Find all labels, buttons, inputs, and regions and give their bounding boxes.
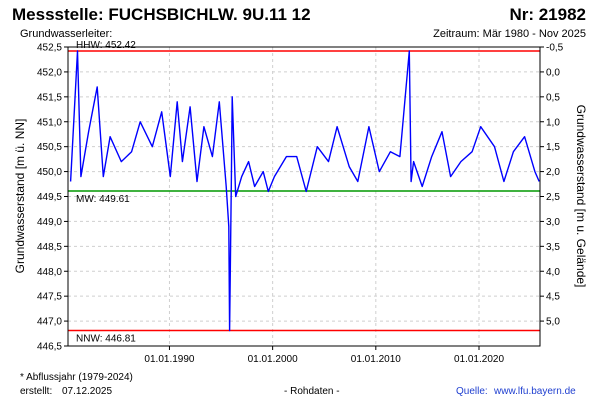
groundwater-series-line: [69, 50, 540, 332]
y-tick-label: 451,5: [37, 92, 62, 103]
y-tick-label: 447,0: [37, 317, 62, 328]
created-date: 07.12.2025: [62, 386, 113, 397]
page-title: Messstelle: FUCHSBICHLW. 9U.11 12: [12, 5, 311, 24]
x-tick-label: 01.01.2020: [454, 354, 504, 365]
y2-tick-label: 4,0: [546, 267, 560, 278]
y2-tick-label: 3,5: [546, 242, 560, 253]
footnote: * Abflussjahr (1979-2024): [20, 372, 133, 383]
x-ticks: 01.01.1990 01.01.2000 01.01.2010 01.01.2020: [144, 346, 504, 365]
data-kind-label: - Rohdaten -: [284, 386, 340, 397]
x-tick-label: 01.01.2010: [351, 354, 401, 365]
y-tick-label: 449,5: [37, 192, 62, 203]
created-label: erstellt:: [20, 386, 53, 397]
x-tick-label: 01.01.2000: [248, 354, 298, 365]
y-tick-label: 448,5: [37, 242, 62, 253]
reference-lines: HHW: 452.42 MW: 449.61 NNW: 446.81: [68, 40, 540, 345]
grid: [68, 46, 540, 347]
period-label: Zeitraum: Mär 1980 - Nov 2025: [433, 28, 586, 40]
y-tick-label: 451,0: [37, 117, 62, 128]
y2-tick-label: 1,0: [546, 117, 560, 128]
y2-ticks: -0,5 0,0 0,5 1,0 1,5 2,0 2,5 3,0 3,5 4,0 4,5 5,0: [540, 43, 564, 328]
reference-label: HHW: 452.42: [76, 40, 136, 51]
y-tick-label: 452,5: [37, 43, 62, 54]
y2-tick-label: 4,5: [546, 292, 560, 303]
y2-tick-label: 3,0: [546, 217, 560, 228]
y-tick-label: 449,0: [37, 217, 62, 228]
reference-label: MW: 449.61: [76, 194, 130, 205]
y-tick-label: 452,0: [37, 67, 62, 78]
y2-tick-label: 2,5: [546, 192, 560, 203]
y-tick-label: 450,0: [37, 167, 62, 178]
y2-tick-label: 0,0: [546, 67, 560, 78]
y2-axis-label: Grundwasserstand [m u. Gelände]: [574, 105, 588, 288]
y-axis-label: Grundwasserstand [m ü. NN]: [13, 119, 27, 274]
y-tick-label: 448,0: [37, 267, 62, 278]
reference-label: NNW: 446.81: [76, 334, 136, 345]
source-label: Quelle:: [456, 386, 488, 397]
y-tick-label: 450,5: [37, 142, 62, 153]
y2-tick-label: 2,0: [546, 167, 560, 178]
y-tick-label: 447,5: [37, 292, 62, 303]
source-link[interactable]: www.lfu.bayern.de: [494, 386, 576, 397]
y-tick-label: 446,5: [37, 342, 62, 353]
series-layer: [69, 50, 540, 332]
y2-tick-label: 5,0: [546, 317, 560, 328]
y2-tick-label: 1,5: [546, 142, 560, 153]
aquifer-label: Grundwasserleiter:: [20, 28, 113, 40]
y2-tick-label: 0,5: [546, 92, 560, 103]
y2-tick-label: -0,5: [546, 43, 564, 54]
x-tick-label: 01.01.1990: [144, 354, 194, 365]
station-number: Nr: 21982: [509, 5, 586, 24]
y-ticks: 452,5 452,0 451,5 451,0 450,5 450,0 449,5 449,0…: [37, 43, 68, 353]
